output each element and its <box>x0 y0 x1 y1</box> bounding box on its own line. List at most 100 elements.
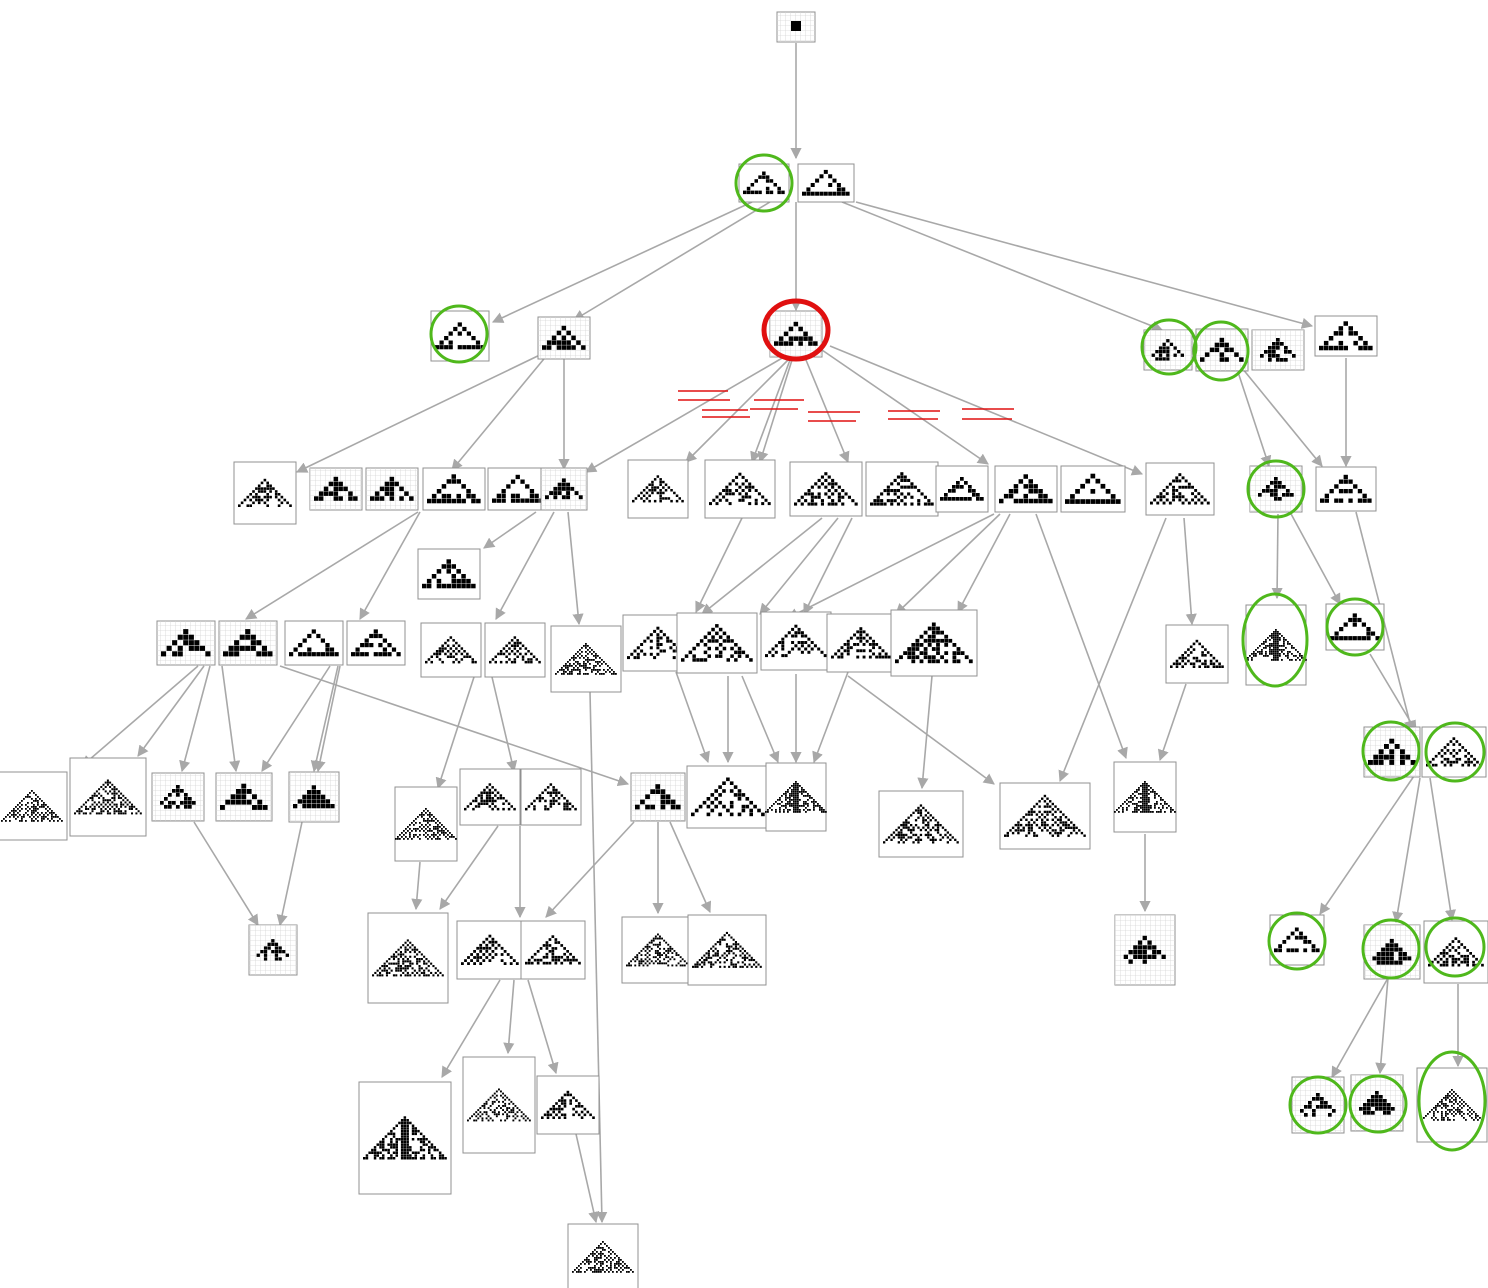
tree-node[interactable] <box>789 461 863 517</box>
tree-node[interactable] <box>394 786 458 862</box>
tree-node[interactable] <box>1291 1076 1345 1134</box>
tree-node[interactable] <box>994 465 1058 513</box>
tree-node[interactable] <box>621 916 695 984</box>
tree-node[interactable] <box>459 768 521 826</box>
edge-arrow <box>575 1133 600 1224</box>
tree-node[interactable] <box>1251 329 1305 371</box>
highlight-ring <box>1417 1050 1487 1152</box>
edge-arrow <box>137 665 205 757</box>
tree-node[interactable] <box>218 620 278 666</box>
automaton-pattern <box>765 781 827 813</box>
tree-node[interactable] <box>540 467 588 511</box>
tree-node[interactable] <box>462 1056 536 1154</box>
edge-arrow <box>803 517 853 616</box>
tree-node[interactable] <box>367 912 449 1004</box>
tree-node[interactable] <box>422 467 486 511</box>
tree-node[interactable] <box>687 914 767 986</box>
tree-node[interactable] <box>738 163 790 203</box>
tree-node[interactable] <box>365 467 419 511</box>
tree-node[interactable] <box>776 11 816 43</box>
tree-node[interactable] <box>520 768 582 826</box>
node-grid <box>152 773 204 821</box>
automaton-pattern <box>395 808 457 840</box>
tree-node[interactable] <box>1363 726 1421 778</box>
automaton-pattern <box>74 779 142 815</box>
tree-node[interactable] <box>1113 761 1177 833</box>
automaton-pattern <box>802 169 850 196</box>
tree-node[interactable] <box>935 465 989 513</box>
tree-node[interactable] <box>233 461 297 525</box>
tree-node[interactable] <box>890 609 978 677</box>
tree-node[interactable] <box>288 771 340 823</box>
tree-node[interactable] <box>676 612 758 674</box>
automaton-pattern <box>1372 938 1412 965</box>
tree-node[interactable] <box>630 772 686 822</box>
tree-node[interactable] <box>627 459 689 519</box>
tree-node[interactable] <box>248 924 298 976</box>
tree-node[interactable] <box>420 622 482 678</box>
tree-node[interactable] <box>358 1081 452 1195</box>
tree-node[interactable] <box>999 782 1091 850</box>
tree-node[interactable] <box>1269 914 1325 966</box>
automaton-pattern <box>541 1090 595 1119</box>
tree-node[interactable] <box>487 467 549 511</box>
tree-node[interactable] <box>484 622 546 678</box>
tree-node[interactable] <box>1315 466 1377 512</box>
tree-node[interactable] <box>346 620 406 666</box>
tree-node[interactable] <box>704 459 776 519</box>
tree-node[interactable] <box>797 163 855 203</box>
tree-node[interactable] <box>456 920 524 980</box>
tree-node[interactable] <box>567 1223 639 1288</box>
automaton-pattern <box>220 783 268 810</box>
automaton-pattern <box>1123 935 1166 964</box>
edge-arrow <box>411 861 423 911</box>
automaton-pattern <box>1245 629 1307 661</box>
tree-node[interactable] <box>1350 1074 1404 1132</box>
tree-node[interactable] <box>1325 603 1385 651</box>
edge-arrow <box>435 676 475 790</box>
automaton-pattern <box>1319 321 1373 351</box>
tree-node[interactable] <box>1060 465 1126 513</box>
tree-node[interactable] <box>215 772 273 822</box>
tree-node[interactable] <box>1145 462 1215 516</box>
tree-node[interactable] <box>417 548 481 600</box>
edge-arrow <box>1331 977 1389 1078</box>
edge-arrow <box>1241 367 1323 467</box>
tree-node[interactable] <box>520 920 586 980</box>
node-frame <box>1165 624 1229 684</box>
tree-node[interactable] <box>1195 328 1249 372</box>
tree-node[interactable] <box>537 316 591 360</box>
tree-node[interactable] <box>1416 1067 1488 1143</box>
selected-ring <box>761 298 831 362</box>
tree-node[interactable] <box>1314 315 1378 357</box>
tree-node[interactable] <box>69 757 147 837</box>
node-frame <box>520 768 582 826</box>
tree-node[interactable] <box>1249 465 1303 513</box>
tree-node[interactable] <box>865 461 939 517</box>
tree-node[interactable] <box>769 310 823 358</box>
node-frame <box>487 467 549 511</box>
edge-arrow <box>750 359 791 464</box>
tree-node[interactable] <box>536 1075 600 1135</box>
node-grid <box>770 311 822 357</box>
tree-node[interactable] <box>309 467 363 511</box>
tree-node[interactable] <box>686 765 770 829</box>
tree-node[interactable] <box>284 620 344 666</box>
tree-node[interactable] <box>1143 329 1193 371</box>
node-frame <box>567 1223 639 1288</box>
automaton-pattern <box>794 472 858 506</box>
tree-node[interactable] <box>826 613 896 673</box>
tree-node[interactable] <box>1114 914 1176 986</box>
tree-node[interactable] <box>156 620 216 666</box>
edge-arrow <box>314 665 341 773</box>
marks-layer <box>429 153 1487 1152</box>
tree-node[interactable] <box>151 772 205 822</box>
tree-node[interactable] <box>550 625 622 693</box>
tree-node[interactable] <box>1423 920 1488 984</box>
tree-node[interactable] <box>1165 624 1229 684</box>
tree-node[interactable] <box>0 771 68 841</box>
tree-node[interactable] <box>878 790 964 858</box>
tree-node[interactable] <box>765 762 827 832</box>
tree-node[interactable] <box>760 611 832 671</box>
